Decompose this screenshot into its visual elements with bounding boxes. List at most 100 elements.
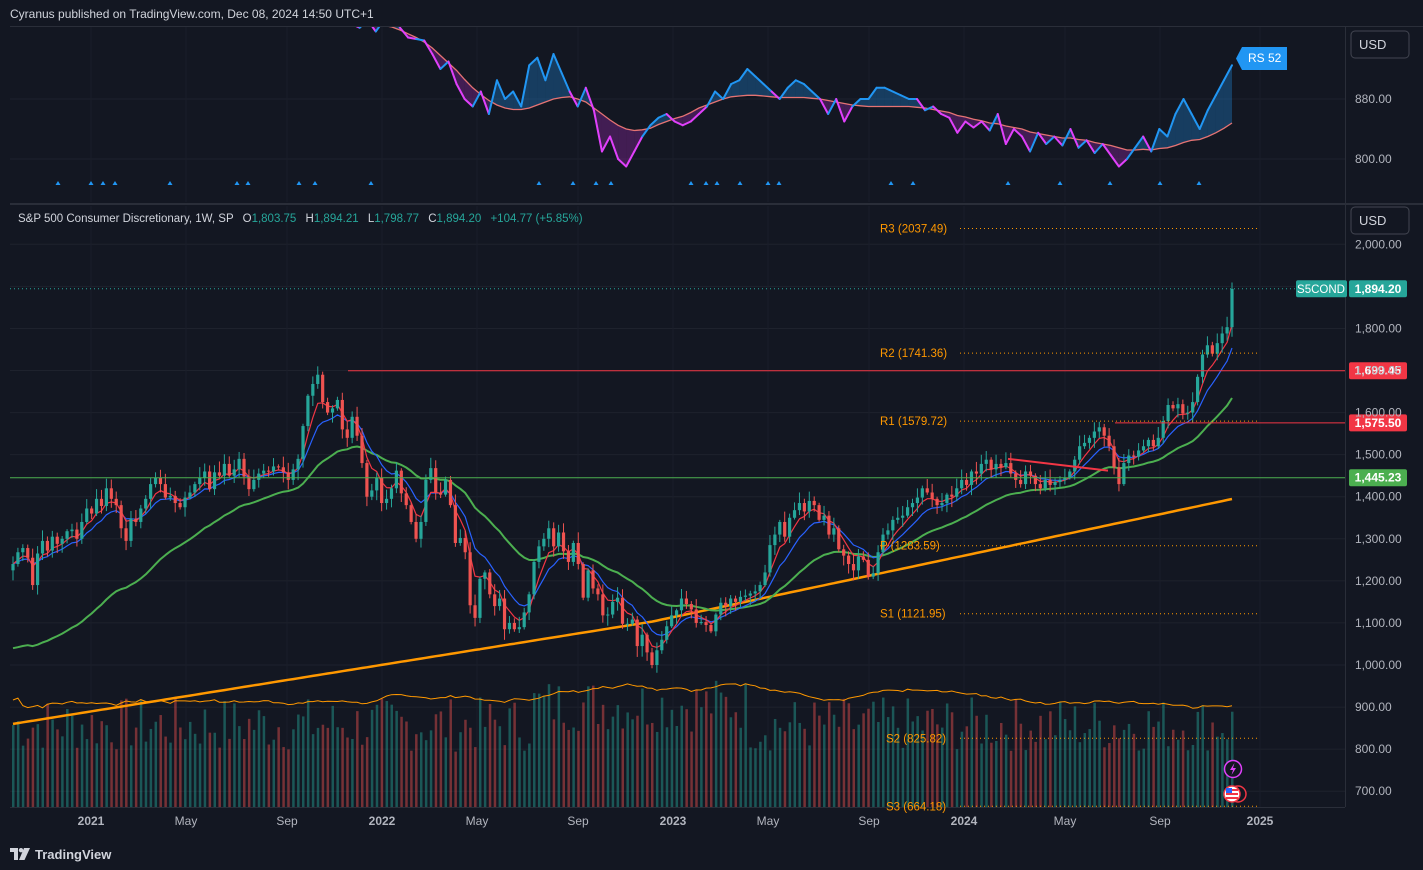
candle[interactable] [1033, 473, 1037, 492]
candle[interactable] [1004, 452, 1008, 470]
candle[interactable] [355, 406, 359, 441]
candle[interactable] [1146, 437, 1151, 453]
candle[interactable] [306, 393, 310, 432]
candle[interactable] [247, 469, 251, 497]
candle[interactable] [414, 514, 418, 543]
candle[interactable] [70, 523, 74, 538]
candle[interactable] [783, 511, 787, 542]
candle[interactable] [311, 376, 315, 407]
candle[interactable] [104, 478, 108, 512]
candle[interactable] [542, 533, 546, 551]
candle[interactable] [1038, 475, 1042, 495]
candle[interactable] [40, 530, 45, 561]
candle[interactable] [861, 551, 865, 563]
candle[interactable] [832, 517, 836, 542]
candle[interactable] [237, 451, 241, 478]
last-price-marker[interactable]: S5COND 1,894.20 [10, 280, 1407, 298]
candle[interactable] [645, 632, 649, 661]
candle[interactable] [615, 587, 620, 611]
candle[interactable] [674, 608, 679, 625]
tradingview-logo[interactable]: TradingView [10, 847, 111, 862]
candle[interactable] [935, 496, 939, 514]
candle[interactable] [26, 544, 30, 563]
candle[interactable] [945, 492, 949, 513]
candle[interactable] [905, 499, 910, 518]
candle[interactable] [429, 457, 433, 484]
candle[interactable] [552, 522, 556, 557]
candle[interactable] [802, 498, 806, 521]
candle[interactable] [871, 566, 875, 580]
candle[interactable] [974, 461, 979, 485]
candle[interactable] [1200, 349, 1205, 384]
candle[interactable] [168, 487, 172, 501]
candle[interactable] [1043, 471, 1047, 492]
candle[interactable] [178, 498, 182, 510]
candle[interactable] [276, 464, 281, 470]
candle[interactable] [635, 616, 639, 657]
candle[interactable] [679, 589, 684, 617]
candle[interactable] [709, 623, 713, 634]
candle[interactable] [439, 482, 443, 499]
candle[interactable] [925, 479, 929, 495]
candle[interactable] [699, 614, 703, 625]
candle[interactable] [837, 525, 841, 553]
candle[interactable] [85, 499, 89, 524]
candle[interactable] [119, 500, 123, 539]
candle[interactable] [773, 526, 777, 555]
candle[interactable] [222, 454, 226, 485]
candle[interactable] [596, 584, 600, 601]
candle[interactable] [1161, 416, 1165, 444]
candle[interactable] [1191, 392, 1195, 423]
rs-price-axis[interactable]: 880.00 800.00 [1355, 92, 1392, 166]
candle[interactable] [301, 423, 305, 468]
candle[interactable] [704, 616, 708, 632]
candle[interactable] [60, 536, 64, 553]
candle[interactable] [557, 524, 561, 552]
candle[interactable] [930, 483, 934, 508]
candle[interactable] [434, 460, 438, 500]
candle[interactable] [1102, 423, 1106, 447]
candle[interactable] [404, 487, 408, 510]
candle[interactable] [1215, 333, 1219, 361]
candle[interactable] [1225, 316, 1229, 341]
candle[interactable] [591, 564, 595, 594]
candle[interactable] [950, 485, 954, 508]
candle[interactable] [763, 564, 767, 587]
candle[interactable] [1087, 435, 1092, 449]
candle[interactable] [817, 502, 821, 522]
candle[interactable] [512, 618, 516, 632]
candle[interactable] [1078, 435, 1082, 465]
candle[interactable] [1141, 439, 1146, 453]
candle[interactable] [778, 519, 782, 543]
candle[interactable] [463, 530, 467, 560]
candle[interactable] [1063, 468, 1067, 485]
candle[interactable] [979, 454, 983, 481]
candle[interactable] [419, 515, 423, 548]
candle[interactable] [630, 612, 634, 626]
candle[interactable] [114, 491, 118, 514]
candle[interactable] [1132, 450, 1136, 465]
candle[interactable] [370, 483, 374, 501]
candle[interactable] [139, 504, 143, 529]
candle[interactable] [881, 528, 885, 556]
candle[interactable] [866, 552, 870, 580]
candle[interactable] [1186, 405, 1190, 420]
candle[interactable] [453, 494, 457, 547]
candle[interactable] [1127, 449, 1131, 471]
candle[interactable] [330, 405, 335, 423]
candle[interactable] [989, 457, 993, 478]
candle[interactable] [335, 396, 340, 411]
candle[interactable] [650, 647, 654, 669]
candle[interactable] [625, 618, 630, 631]
candle[interactable] [193, 481, 197, 498]
candle[interactable] [153, 472, 158, 488]
candle[interactable] [611, 594, 615, 619]
candle[interactable] [1107, 428, 1111, 452]
candle[interactable] [1181, 399, 1185, 420]
candle[interactable] [80, 513, 84, 544]
candle[interactable] [999, 458, 1003, 477]
candle[interactable] [134, 510, 138, 527]
candle[interactable] [1137, 443, 1141, 461]
candle[interactable] [910, 498, 915, 516]
candle[interactable] [90, 506, 94, 520]
